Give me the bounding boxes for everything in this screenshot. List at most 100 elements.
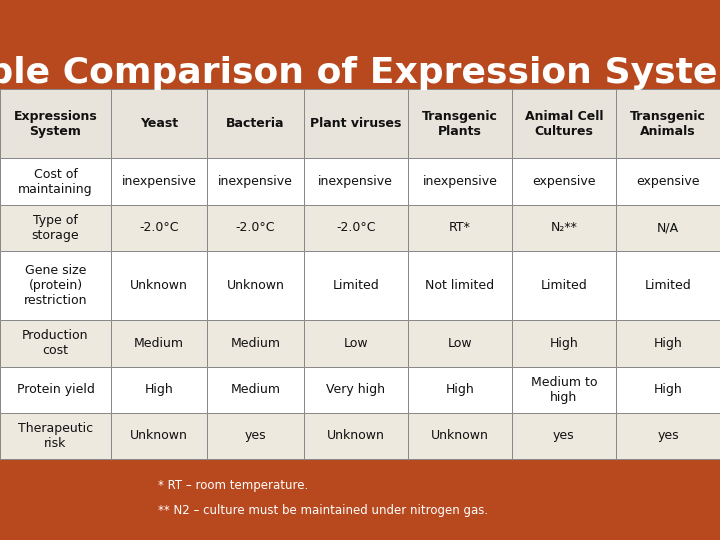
Text: High: High — [654, 383, 683, 396]
Bar — [512, 89, 616, 158]
Bar — [111, 158, 207, 205]
Bar — [207, 367, 304, 413]
Text: Animal Cell
Cultures: Animal Cell Cultures — [525, 110, 603, 138]
Bar — [304, 413, 408, 459]
Bar — [111, 413, 207, 459]
Text: Transgenic
Animals: Transgenic Animals — [630, 110, 706, 138]
Bar — [0, 158, 111, 205]
Text: Therapeutic
risk: Therapeutic risk — [18, 422, 93, 450]
Text: Cost of
maintaining: Cost of maintaining — [18, 167, 93, 195]
Text: Not limited: Not limited — [426, 279, 495, 292]
Text: expensive: expensive — [636, 175, 700, 188]
Text: Unknown: Unknown — [130, 279, 188, 292]
Bar — [111, 367, 207, 413]
Bar — [111, 205, 207, 251]
Bar — [111, 320, 207, 367]
Bar — [512, 413, 616, 459]
Text: Unknown: Unknown — [431, 429, 489, 442]
Text: N₂**: N₂** — [551, 221, 577, 234]
Text: High: High — [145, 383, 174, 396]
Bar — [408, 320, 512, 367]
Bar — [0, 320, 111, 367]
Bar — [616, 413, 720, 459]
Text: Medium to
high: Medium to high — [531, 376, 597, 403]
Text: inexpensive: inexpensive — [423, 175, 498, 188]
Bar — [207, 205, 304, 251]
Bar — [0, 205, 111, 251]
Bar — [0, 413, 111, 459]
Text: High: High — [654, 337, 683, 350]
Text: Transgenic
Plants: Transgenic Plants — [422, 110, 498, 138]
Bar — [0, 89, 111, 158]
Bar — [616, 251, 720, 320]
Bar — [207, 158, 304, 205]
Text: yes: yes — [553, 429, 575, 442]
Bar — [616, 158, 720, 205]
Text: Plant viruses: Plant viruses — [310, 117, 402, 130]
Text: -2.0°C: -2.0°C — [336, 221, 376, 234]
Bar — [207, 89, 304, 158]
Bar — [304, 205, 408, 251]
Text: yes: yes — [657, 429, 679, 442]
Text: Table Comparison of Expression Systems: Table Comparison of Expression Systems — [0, 56, 720, 90]
Text: Unknown: Unknown — [227, 279, 284, 292]
Bar — [616, 89, 720, 158]
Text: Yeast: Yeast — [140, 117, 179, 130]
Text: Expressions
System: Expressions System — [14, 110, 97, 138]
Bar — [111, 251, 207, 320]
Text: High: High — [446, 383, 474, 396]
Bar — [512, 158, 616, 205]
Bar — [408, 367, 512, 413]
Bar — [304, 367, 408, 413]
Text: N/A: N/A — [657, 221, 679, 234]
Text: * RT – room temperature.: * RT – room temperature. — [158, 480, 309, 492]
Text: Medium: Medium — [134, 337, 184, 350]
Text: Limited: Limited — [644, 279, 691, 292]
Bar — [408, 158, 512, 205]
Bar — [512, 320, 616, 367]
Bar — [408, 89, 512, 158]
Text: Low: Low — [343, 337, 368, 350]
Bar — [304, 320, 408, 367]
Text: yes: yes — [245, 429, 266, 442]
Text: inexpensive: inexpensive — [218, 175, 293, 188]
Bar — [512, 251, 616, 320]
Bar — [512, 367, 616, 413]
Text: -2.0°C: -2.0°C — [236, 221, 275, 234]
Text: Gene size
(protein)
restriction: Gene size (protein) restriction — [24, 264, 87, 307]
Text: High: High — [549, 337, 578, 350]
Bar — [0, 367, 111, 413]
Bar — [207, 413, 304, 459]
Text: Limited: Limited — [541, 279, 588, 292]
Bar — [512, 205, 616, 251]
Text: Bacteria: Bacteria — [226, 117, 285, 130]
Text: Unknown: Unknown — [327, 429, 384, 442]
Bar — [408, 205, 512, 251]
Bar — [0, 251, 111, 320]
Text: inexpensive: inexpensive — [122, 175, 197, 188]
Bar — [616, 367, 720, 413]
Bar — [304, 251, 408, 320]
Text: Production
cost: Production cost — [22, 329, 89, 357]
Text: ** N2 – culture must be maintained under nitrogen gas.: ** N2 – culture must be maintained under… — [158, 504, 489, 517]
Bar — [207, 251, 304, 320]
Text: Limited: Limited — [333, 279, 379, 292]
Text: Type of
storage: Type of storage — [32, 214, 79, 242]
Text: expensive: expensive — [532, 175, 595, 188]
Text: Unknown: Unknown — [130, 429, 188, 442]
Bar — [616, 205, 720, 251]
Bar — [207, 320, 304, 367]
Bar — [408, 251, 512, 320]
Bar — [304, 158, 408, 205]
Bar — [616, 320, 720, 367]
Bar — [111, 89, 207, 158]
Bar — [304, 89, 408, 158]
Text: Medium: Medium — [230, 383, 281, 396]
Text: Very high: Very high — [326, 383, 385, 396]
Text: -2.0°C: -2.0°C — [140, 221, 179, 234]
Text: RT*: RT* — [449, 221, 471, 234]
Bar — [408, 413, 512, 459]
Text: Protein yield: Protein yield — [17, 383, 94, 396]
Text: inexpensive: inexpensive — [318, 175, 393, 188]
Text: Medium: Medium — [230, 337, 281, 350]
